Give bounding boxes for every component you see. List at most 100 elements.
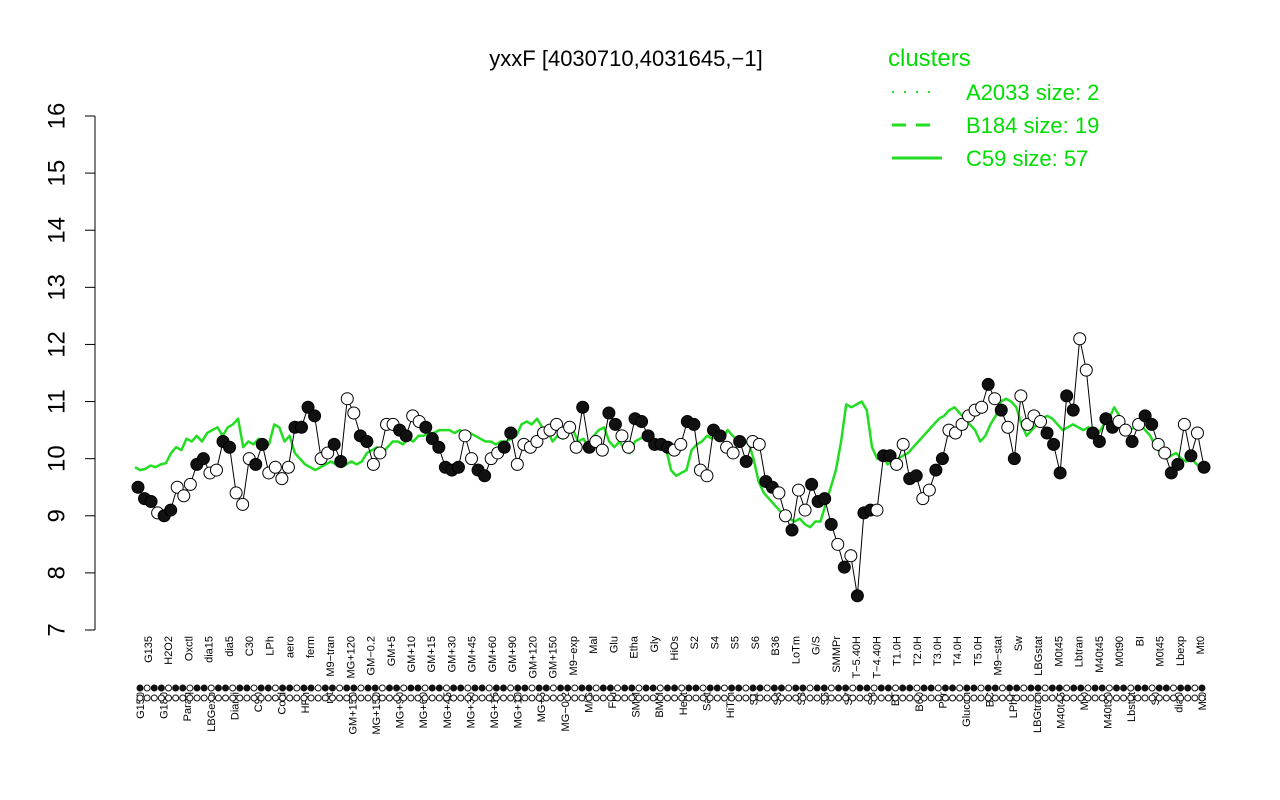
series-line-layer bbox=[134, 397, 1208, 529]
data-point bbox=[183, 477, 197, 491]
rug-mark bbox=[250, 684, 258, 692]
data-point bbox=[366, 457, 380, 471]
rug-mark bbox=[207, 684, 215, 692]
data-point bbox=[1073, 332, 1087, 346]
rug-mark bbox=[656, 684, 664, 692]
rug-mark bbox=[842, 694, 850, 702]
data-point bbox=[1014, 389, 1028, 403]
data-point bbox=[713, 429, 727, 443]
x-tick-label-upper: ferm bbox=[305, 636, 317, 658]
data-point bbox=[144, 495, 158, 508]
rug-mark bbox=[150, 694, 158, 702]
rug-mark bbox=[906, 694, 914, 702]
rug-mark bbox=[1141, 684, 1149, 692]
rug-mark bbox=[1162, 694, 1170, 702]
rug-mark bbox=[314, 684, 322, 692]
rug-mark bbox=[984, 684, 992, 692]
rug-mark bbox=[770, 684, 778, 692]
rug-mark bbox=[614, 694, 622, 702]
y-tick-label: 9 bbox=[43, 509, 70, 522]
rug-mark bbox=[977, 694, 985, 702]
data-point bbox=[451, 460, 465, 474]
x-tick-label: MG+45 bbox=[442, 692, 454, 728]
data-point bbox=[700, 469, 714, 483]
data-point bbox=[1125, 435, 1139, 449]
rug-mark bbox=[214, 684, 222, 692]
rug-mark bbox=[614, 684, 622, 692]
data-point bbox=[1197, 460, 1211, 474]
x-tick-label-upper: dia15 bbox=[204, 636, 216, 663]
rug-mark bbox=[621, 694, 629, 702]
rug-mark bbox=[621, 684, 629, 692]
rug-mark bbox=[564, 684, 572, 692]
rug-mark bbox=[414, 684, 422, 692]
rug-mark bbox=[913, 694, 921, 702]
rug-mark bbox=[229, 694, 237, 702]
rug-mark bbox=[214, 694, 222, 702]
rug-mark bbox=[635, 694, 643, 702]
data-point bbox=[798, 503, 812, 517]
rug-mark bbox=[970, 684, 978, 692]
rug-mark bbox=[635, 684, 643, 692]
x-tick-label-upper: M9−exp bbox=[568, 636, 580, 675]
rug-mark bbox=[471, 684, 479, 692]
rug-mark bbox=[1070, 684, 1078, 692]
data-point bbox=[334, 455, 348, 469]
rug-mark bbox=[799, 694, 807, 702]
data-point bbox=[177, 489, 191, 503]
rug-mark bbox=[542, 694, 550, 702]
rug-mark bbox=[222, 694, 230, 702]
rug-mark bbox=[949, 684, 957, 692]
y-tick-label: 7 bbox=[43, 623, 70, 636]
rug-mark bbox=[293, 694, 301, 702]
data-point bbox=[510, 457, 524, 471]
x-tick-label-upper: GM+120 bbox=[527, 636, 539, 679]
x-tick-label-upper: dia5 bbox=[224, 636, 236, 657]
rug-mark bbox=[1134, 684, 1142, 692]
data-point bbox=[674, 437, 688, 451]
x-tick-label-upper: Glu bbox=[608, 636, 620, 653]
rug-mark bbox=[1027, 694, 1035, 702]
y-tick-label: 14 bbox=[43, 217, 70, 244]
legend-title: clusters bbox=[888, 45, 971, 72]
rug-mark bbox=[870, 684, 878, 692]
rug-mark bbox=[899, 684, 907, 692]
rug-mark bbox=[949, 694, 957, 702]
rug-mark bbox=[179, 684, 187, 692]
data-point bbox=[465, 452, 479, 466]
data-point bbox=[1020, 417, 1034, 431]
data-point bbox=[1112, 415, 1126, 429]
x-tick-label-upper: S6 bbox=[750, 636, 762, 649]
rug-mark bbox=[172, 684, 180, 692]
rug-mark bbox=[328, 694, 336, 702]
rug-mark bbox=[770, 694, 778, 702]
rug-mark bbox=[528, 684, 536, 692]
rug-mark bbox=[1034, 694, 1042, 702]
rug-mark bbox=[799, 684, 807, 692]
rug-mark bbox=[500, 684, 508, 692]
rug-mark bbox=[856, 694, 864, 702]
data-point bbox=[1151, 437, 1165, 451]
rug-mark bbox=[336, 684, 344, 692]
x-tick-label-upper: Etha bbox=[629, 635, 641, 659]
rug-mark bbox=[728, 694, 736, 702]
rug-mark bbox=[428, 694, 436, 702]
rug-mark bbox=[806, 684, 814, 692]
rug-mark bbox=[663, 684, 671, 692]
rug-mark bbox=[328, 684, 336, 692]
rug-mark bbox=[1184, 694, 1192, 702]
data-point bbox=[347, 406, 361, 420]
data-point bbox=[785, 523, 799, 537]
data-point bbox=[1092, 435, 1106, 449]
rug-mark bbox=[357, 694, 365, 702]
rug-mark bbox=[956, 684, 964, 692]
rug-mark bbox=[1112, 694, 1120, 702]
rug-mark bbox=[1184, 684, 1192, 692]
data-point bbox=[621, 440, 635, 454]
rug-mark bbox=[357, 684, 365, 692]
rug-mark bbox=[1027, 684, 1035, 692]
rug-mark bbox=[1055, 694, 1063, 702]
rug-mark bbox=[243, 684, 251, 692]
data-point bbox=[1138, 409, 1152, 423]
rug-mark bbox=[385, 694, 393, 702]
